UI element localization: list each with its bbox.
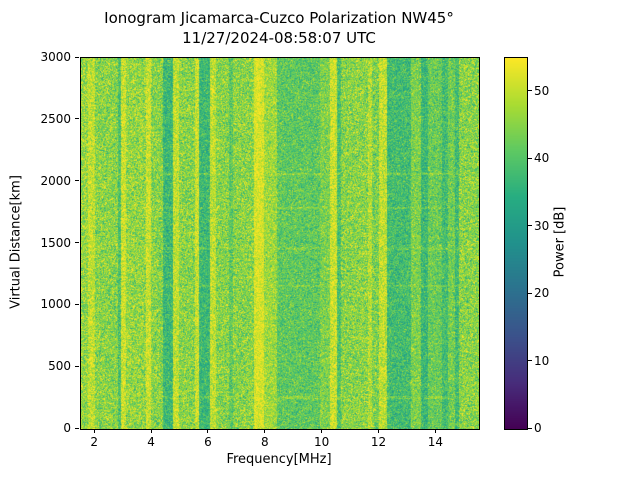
x-tick-label: 2 — [90, 435, 99, 449]
y-tick — [75, 118, 79, 120]
x-tick-label: 14 — [427, 435, 443, 449]
colorbar-tick — [528, 157, 532, 159]
x-tick-label: 6 — [204, 435, 212, 449]
x-tick — [321, 429, 323, 433]
x-tick — [378, 429, 379, 433]
y-tick-label: 2500 — [40, 111, 71, 126]
y-tick-label: 3000 — [40, 50, 71, 64]
y-tick — [75, 180, 79, 182]
x-tick — [93, 429, 95, 433]
x-axis-label: Frequency[MHz] — [226, 452, 332, 467]
x-tick — [150, 429, 152, 433]
chart-title: Ionogram Jicamarca-Cuzco Polarization NW… — [104, 9, 454, 27]
colorbar-tick-label: 40 — [534, 151, 550, 166]
chart-subtitle: 11/27/2024-08:58:07 UTC — [182, 29, 376, 47]
x-tick — [434, 429, 436, 433]
colorbar-tick — [528, 360, 532, 362]
y-tick-label: 1000 — [40, 297, 71, 312]
colorbar-tick — [528, 427, 532, 429]
colorbar-tick — [528, 292, 532, 294]
heatmap-canvas — [81, 58, 479, 429]
y-tick — [75, 56, 79, 58]
colorbar-tick-label: 20 — [534, 286, 550, 301]
colorbar-tick-label: 0 — [534, 421, 542, 435]
y-tick — [75, 303, 79, 305]
y-tick-label: 2000 — [40, 173, 71, 188]
y-tick-label: 500 — [48, 359, 71, 374]
y-axis-label: Virtual Distance[km] — [8, 175, 24, 309]
x-tick-label: 8 — [260, 435, 269, 449]
colorbar-tick-label: 30 — [534, 218, 550, 233]
y-tick — [75, 427, 79, 429]
colorbar-label: Power [dB] — [552, 206, 568, 278]
colorbar-tick-label: 10 — [534, 353, 550, 368]
x-tick — [207, 429, 209, 433]
x-tick — [264, 429, 266, 433]
colorbar — [504, 57, 528, 430]
plot-area — [80, 57, 480, 430]
y-tick — [75, 365, 79, 367]
y-tick-label: 0 — [63, 421, 71, 435]
y-tick-label: 1500 — [40, 235, 71, 250]
colorbar-canvas — [505, 58, 527, 429]
colorbar-tick — [528, 225, 532, 227]
x-tick-label: 10 — [314, 435, 330, 449]
y-tick — [75, 242, 79, 243]
colorbar-tick — [528, 90, 532, 92]
colorbar-tick-label: 50 — [534, 83, 550, 98]
x-tick-label: 4 — [147, 435, 155, 449]
x-tick-label: 12 — [370, 435, 387, 449]
